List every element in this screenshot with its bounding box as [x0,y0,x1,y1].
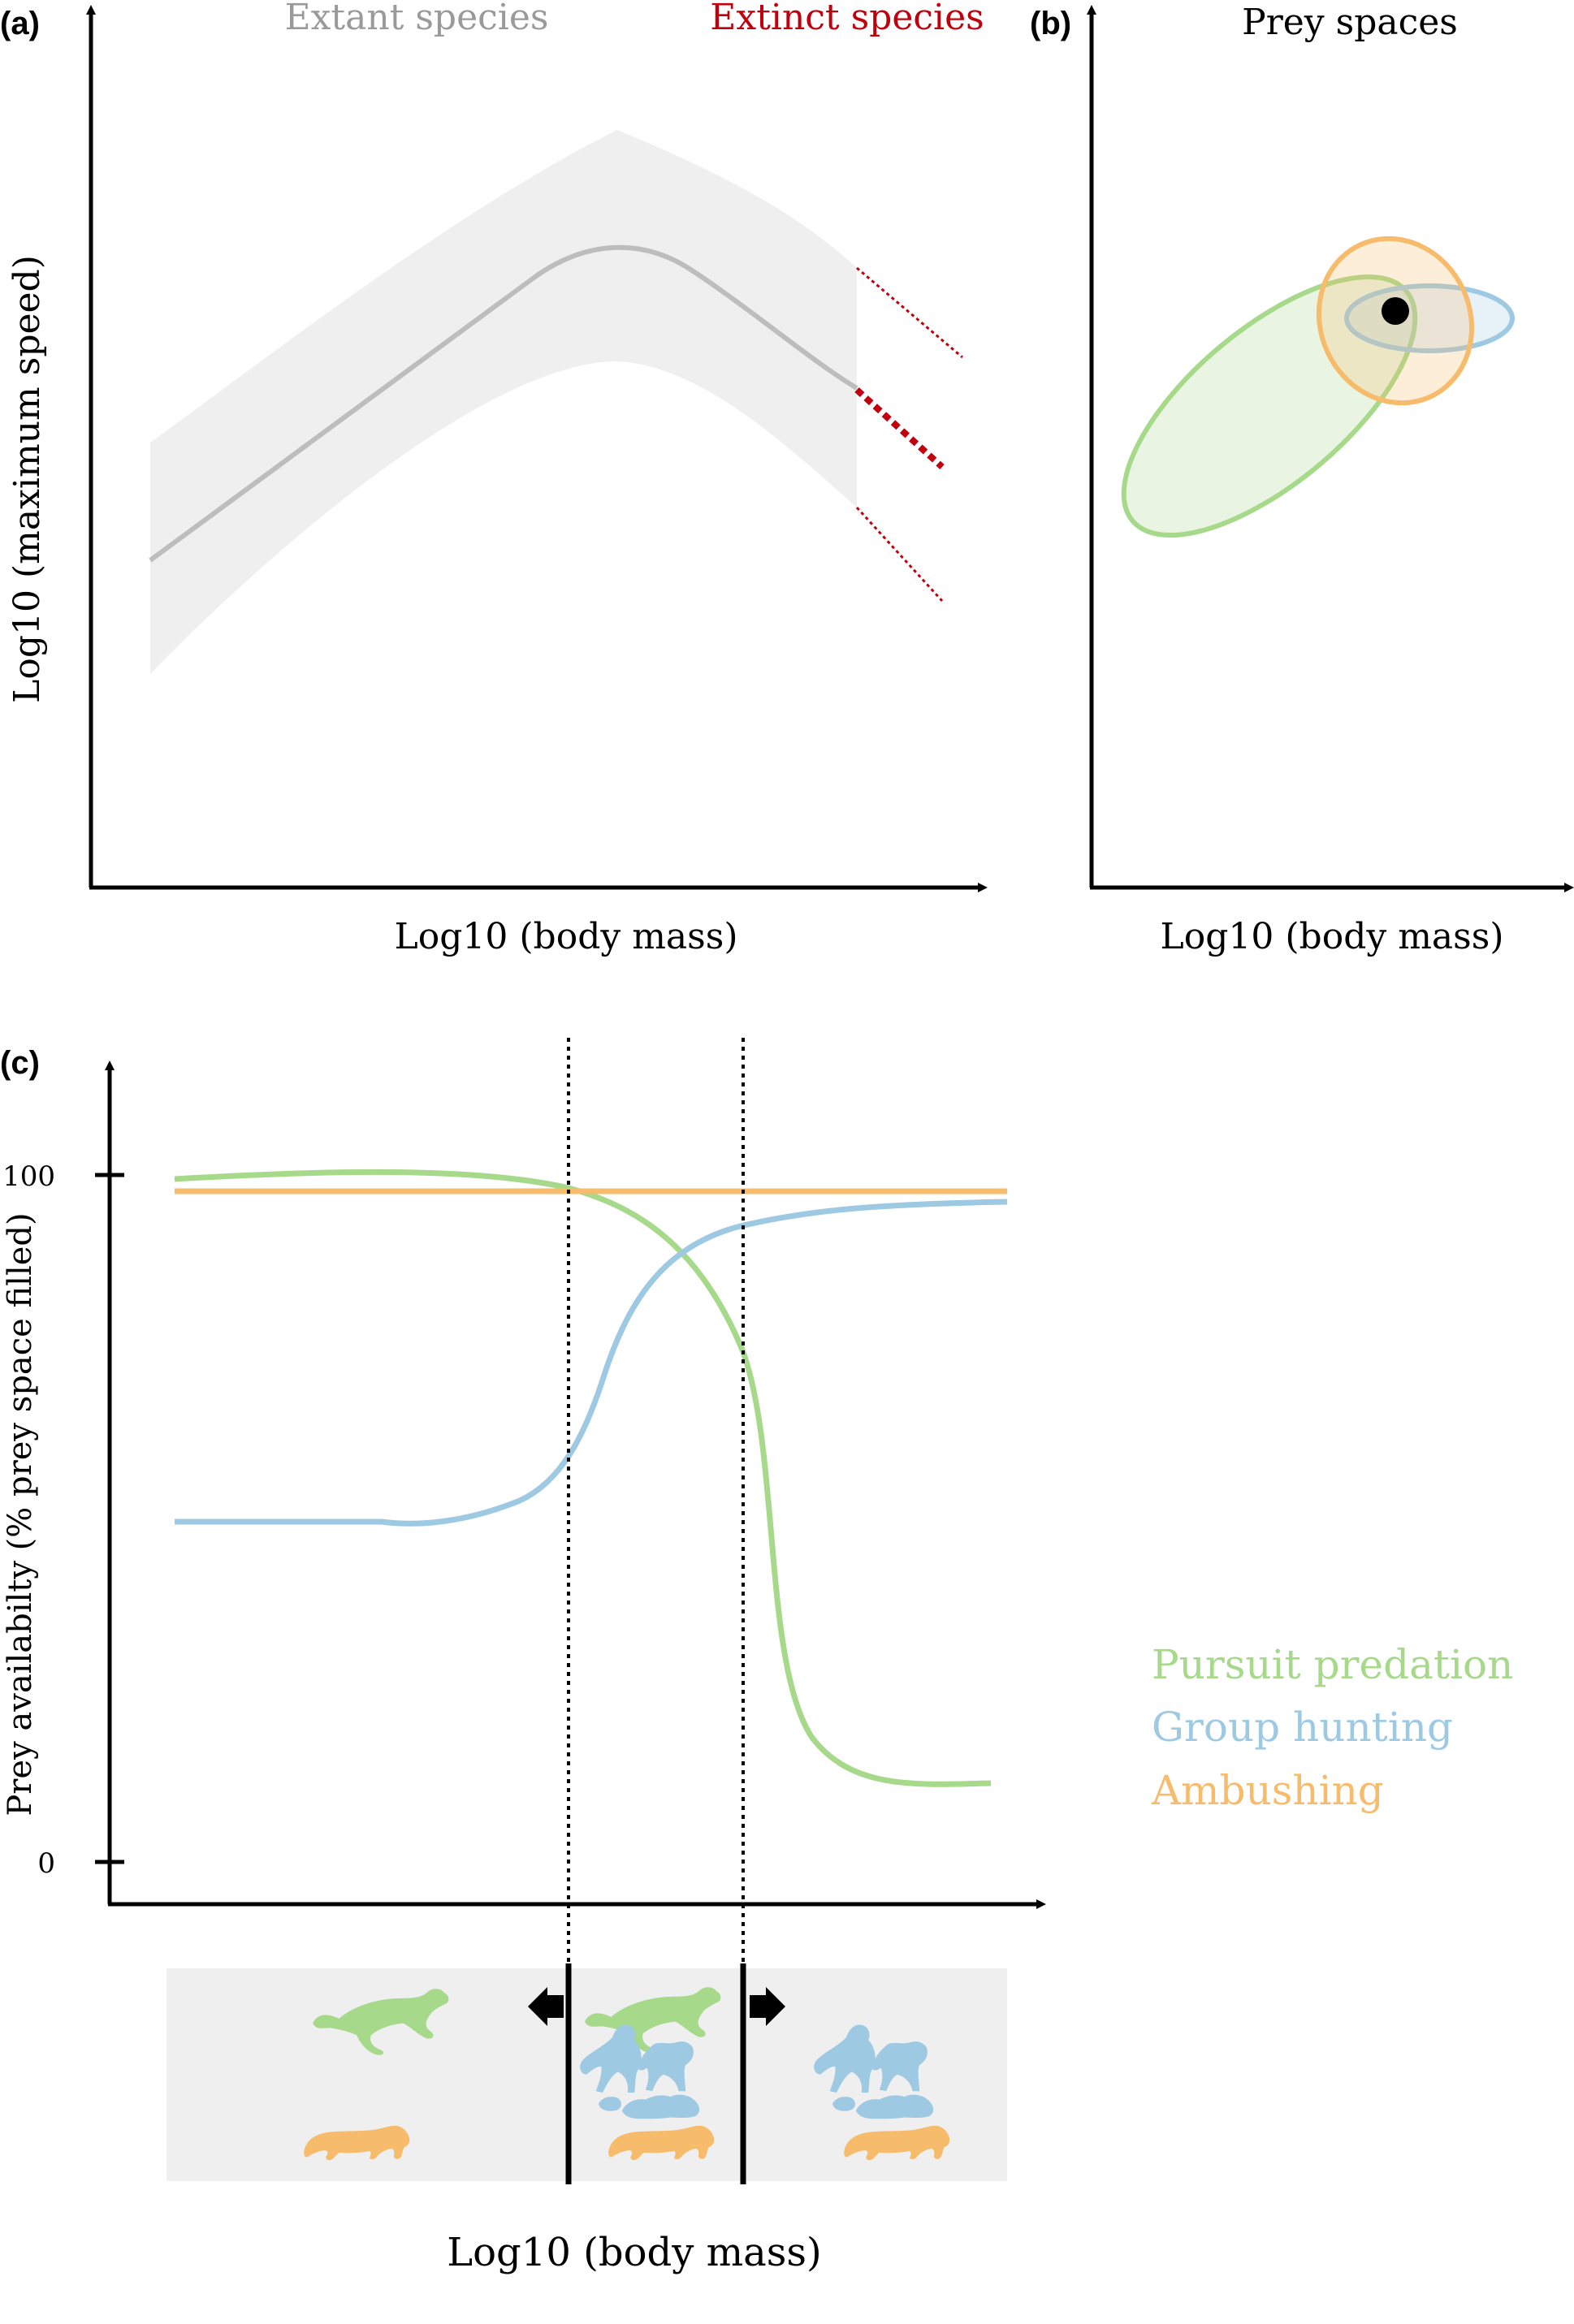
pursuit-prey-space [1121,274,1418,538]
predator-point [1382,297,1409,325]
group-hunting-curve [175,1199,1008,1527]
panel-a-label: (a) [0,6,40,41]
extant-band [150,130,857,674]
extinct-mean-line [854,387,945,469]
panel-c: (c) 100 0 Prey availabilty (% prey space… [0,1038,1513,2275]
legend-extinct-species: Extinct species [710,0,984,38]
panel-a: (a) Extant species Extinct species Log10… [0,0,988,957]
extinct-upper-line [856,266,963,359]
panel-b: (b) Prey spaces Log10 (body mass) [1030,2,1574,957]
legend-group-hunting: Group hunting [1152,1704,1453,1751]
extinct-lower-line [855,506,944,603]
panel-a-y-label: Log10 (maximum speed) [6,255,48,703]
panel-a-x-label: Log10 (body mass) [395,916,738,957]
panel-c-y-label: Prey availabilty (% prey space filled) [2,1212,39,1816]
panel-b-title: Prey spaces [1242,2,1458,43]
panel-c-label: (c) [0,1045,40,1081]
panel-b-x-label: Log10 (body mass) [1161,916,1504,957]
panel-c-x-label: Log10 (body mass) [447,2230,821,2275]
legend-pursuit-predation: Pursuit predation [1152,1641,1513,1688]
ytick-100-label: 100 [2,1160,55,1193]
legend-ambushing: Ambushing [1151,1767,1384,1814]
ytick-0-label: 0 [37,1847,55,1880]
extant-trend-line [149,244,858,563]
panel-b-label: (b) [1030,6,1071,41]
legend-extant-species: Extant species [285,0,549,38]
pursuit-predation-curve [174,1168,992,1787]
